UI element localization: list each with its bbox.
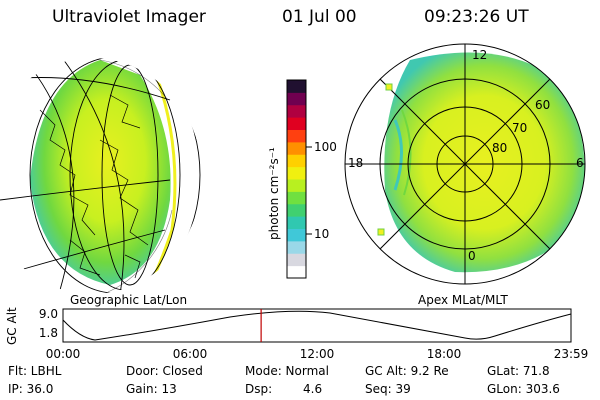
geo-panel-label: Geographic Lat/Lon	[70, 293, 187, 307]
colorbar-swatch	[287, 141, 306, 155]
colorbar-swatch	[287, 129, 306, 143]
polar-panel: 12 18 6 0 60 70 80	[344, 43, 586, 285]
mlt-label-6: 6	[576, 156, 584, 170]
mlt-label-18: 18	[348, 156, 363, 170]
altitude-curve	[62, 310, 572, 341]
polar-panel-label: Apex MLat/MLT	[418, 293, 508, 307]
colorbar-swatch	[287, 104, 306, 118]
colorbar-swatch	[287, 117, 306, 130]
filter-info: Flt: LBHL	[8, 364, 62, 378]
colorbar-swatch	[287, 240, 306, 254]
colorbar-swatch	[287, 253, 306, 267]
mlat-label-60: 60	[535, 98, 550, 112]
colorbar: 100 10 photon cm⁻²s⁻¹	[267, 79, 337, 279]
time-label: 09:23:26 UT	[424, 7, 529, 27]
x-tick-label: 06:00	[173, 347, 208, 361]
colorbar-swatch	[287, 203, 306, 217]
colorbar-unit-label: photon cm⁻²s⁻¹	[267, 147, 281, 240]
mlt-label-0: 0	[468, 249, 476, 263]
date-label: 01 Jul 00	[282, 7, 357, 27]
instrument-title: Ultraviolet Imager	[52, 7, 206, 27]
dsp-value: 4.6	[303, 382, 323, 396]
colorbar-tick-label: 10	[314, 227, 329, 241]
colorbar-swatch	[287, 154, 306, 168]
y-tick-label: 9.0	[39, 307, 58, 321]
colorbar-swatch	[287, 166, 306, 180]
mlt-label-12: 12	[472, 48, 487, 62]
colorbar-tick-label: 100	[314, 140, 337, 154]
geographic-panel	[0, 58, 201, 294]
x-tick-label: 23:59	[554, 347, 589, 361]
colorbar-swatches	[287, 80, 306, 279]
x-tick-label: 18:00	[427, 347, 462, 361]
x-tick-label: 00:00	[46, 347, 81, 361]
y-tick-label: 1.8	[39, 326, 58, 340]
mode-info: Mode: Normal	[245, 364, 329, 378]
y-axis-label: GC Alt	[5, 307, 19, 345]
colorbar-swatch	[287, 216, 306, 229]
mlat-label-80: 80	[492, 141, 507, 155]
colorbar-swatch	[287, 80, 306, 93]
mlat-label-70: 70	[512, 121, 527, 135]
colorbar-swatch	[287, 92, 306, 106]
polar-aurora-image	[384, 52, 585, 273]
colorbar-swatch	[287, 228, 306, 242]
glon-info: GLon: 303.6	[487, 382, 560, 396]
seq-info: Seq: 39	[365, 382, 411, 396]
geo-aurora-image	[30, 60, 171, 285]
altitude-timeline: 9.0 1.8 GC Alt 00:00 06:00 12:00 18:00 2…	[5, 307, 588, 361]
ip-info: IP: 36.0	[8, 382, 54, 396]
gain-info: Gain: 13	[126, 382, 177, 396]
polar-grid	[344, 43, 586, 285]
colorbar-swatch	[287, 179, 306, 192]
x-tick-label: 12:00	[300, 347, 335, 361]
gc-alt-info: GC Alt: 9.2 Re	[365, 364, 449, 378]
colorbar-swatch	[287, 191, 306, 205]
glat-info: GLat: 71.8	[487, 364, 550, 378]
colorbar-swatch	[287, 265, 306, 279]
dsp-label: Dsp:	[245, 382, 273, 396]
door-info: Door: Closed	[126, 364, 203, 378]
